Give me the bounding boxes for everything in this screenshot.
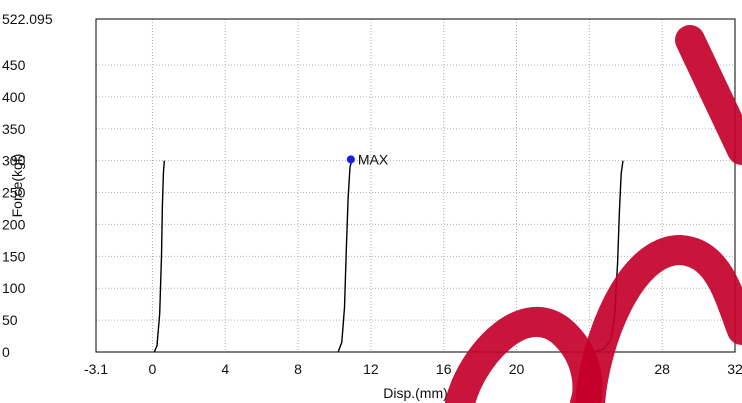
x-tick-label: 12 — [363, 361, 379, 377]
plot-frame — [95, 18, 736, 353]
x-tick-label: 20 — [509, 361, 525, 377]
series-line — [337, 160, 353, 353]
series-line — [153, 160, 165, 353]
y-tick-label: 250 — [2, 185, 26, 201]
watermark-stroke — [675, 25, 742, 165]
x-tick-label: 32 — [727, 361, 742, 377]
y-tick-label: 100 — [2, 280, 26, 296]
y-tick-label: 50 — [2, 312, 18, 328]
x-tick-label: 8 — [294, 361, 302, 377]
x-tick-label: 0 — [149, 361, 157, 377]
x-tick-label: 4 — [221, 361, 229, 377]
max-label: MAX — [358, 151, 389, 167]
y-tick-label: 150 — [2, 248, 26, 264]
y-tick-label: 522.095 — [2, 11, 53, 27]
y-tick-label: 350 — [2, 121, 26, 137]
grid — [96, 19, 735, 352]
x-axis-label: Disp.(mm) — [383, 385, 448, 401]
x-tick-label: 16 — [436, 361, 452, 377]
y-axis-label: Force(kgf) — [9, 154, 25, 218]
y-tick-label: 450 — [2, 57, 26, 73]
x-tick-label: -3.1 — [84, 361, 108, 377]
watermark-stroke — [575, 234, 742, 403]
watermark-logo — [445, 25, 742, 403]
x-tick-label: 28 — [654, 361, 670, 377]
y-tick-label: 200 — [2, 216, 26, 232]
y-tick-label: 0 — [2, 344, 10, 360]
tick-labels: -3.1 0 4 8 12 16 20 24 28 32050100150200250300350… — [2, 11, 742, 377]
max-marker — [346, 155, 355, 164]
y-tick-label: 300 — [2, 153, 26, 169]
annotations: MAX — [346, 151, 389, 167]
y-tick-label: 400 — [2, 89, 26, 105]
